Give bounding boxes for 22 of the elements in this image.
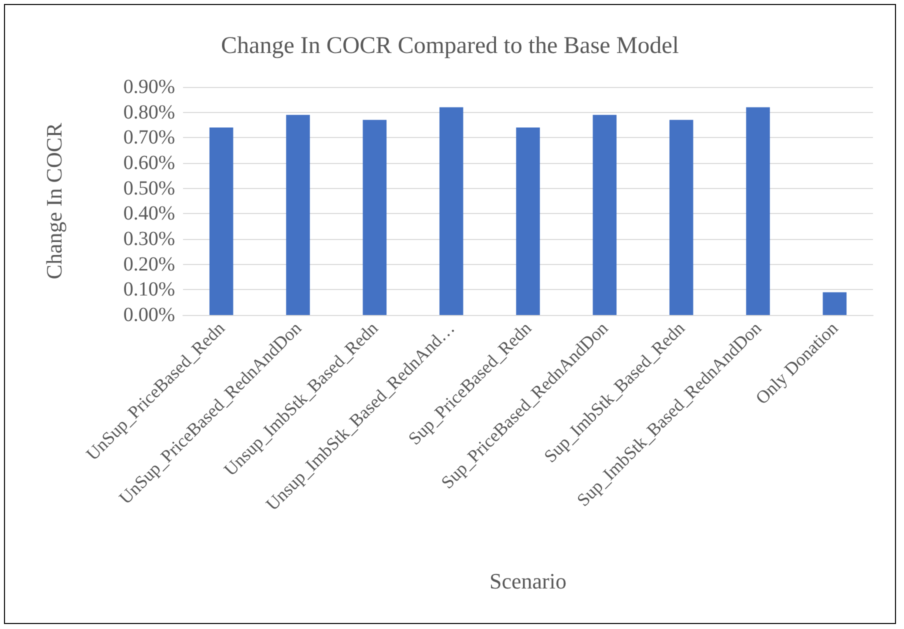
y-tick-label: 0.60% [123, 152, 175, 174]
y-tick-label: 0.10% [123, 278, 175, 301]
bar [209, 128, 234, 315]
bar [516, 128, 540, 315]
bar [822, 292, 847, 315]
y-tick-label: 0.50% [123, 177, 175, 200]
y-tick-label: 0.70% [123, 126, 175, 149]
bar [669, 120, 694, 315]
y-tick-label: 0.00% [123, 304, 175, 326]
bar [362, 120, 387, 315]
bar [286, 114, 310, 315]
y-tick-label: 0.80% [123, 101, 175, 124]
chart-title: Change In COCR Compared to the Base Model [221, 33, 680, 59]
bar [746, 107, 770, 315]
y-tick-label: 0.30% [123, 228, 175, 250]
y-tick-label: 0.40% [123, 202, 175, 225]
y-axis-title: Change In COCR [42, 122, 66, 280]
x-axis-title: Scenario [490, 568, 566, 594]
bar [592, 114, 617, 315]
y-tick-label: 0.20% [123, 253, 175, 276]
y-tick-label: 0.90% [123, 76, 175, 98]
bar [439, 107, 464, 315]
